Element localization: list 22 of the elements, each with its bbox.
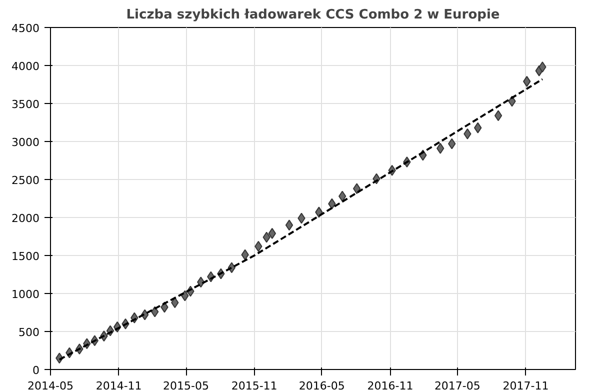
y-tick-label: 500	[18, 326, 40, 339]
x-tick-label: 2016-05	[298, 380, 345, 392]
y-tick-label: 1000	[12, 288, 40, 301]
y-tick-label: 3000	[12, 136, 40, 149]
point	[285, 220, 294, 231]
x-tick-label: 2017-11	[502, 380, 549, 392]
x-tick-label: 2015-11	[231, 380, 278, 392]
y-tick-label: 4000	[12, 60, 40, 73]
y-tick-label: 1500	[12, 250, 40, 263]
chart-title: Liczba szybkich ładowarek CCS Combo 2 w Europie	[126, 8, 500, 22]
x-tick-label: 2016-11	[367, 380, 414, 392]
y-tick-label: 2500	[12, 174, 40, 187]
x-tick-label: 2014-05	[28, 380, 74, 392]
y-tick-label: 3500	[12, 98, 40, 111]
y-tick-label: 4500	[12, 22, 40, 35]
y-tick-label: 2000	[12, 212, 40, 225]
y-tick-label: 0	[32, 364, 40, 377]
point	[352, 183, 361, 194]
x-tick-label: 2014-11	[96, 380, 142, 392]
point	[494, 110, 502, 122]
x-tick-label: 2015-05	[163, 380, 210, 392]
x-tick-label: 2017-05	[434, 380, 480, 392]
